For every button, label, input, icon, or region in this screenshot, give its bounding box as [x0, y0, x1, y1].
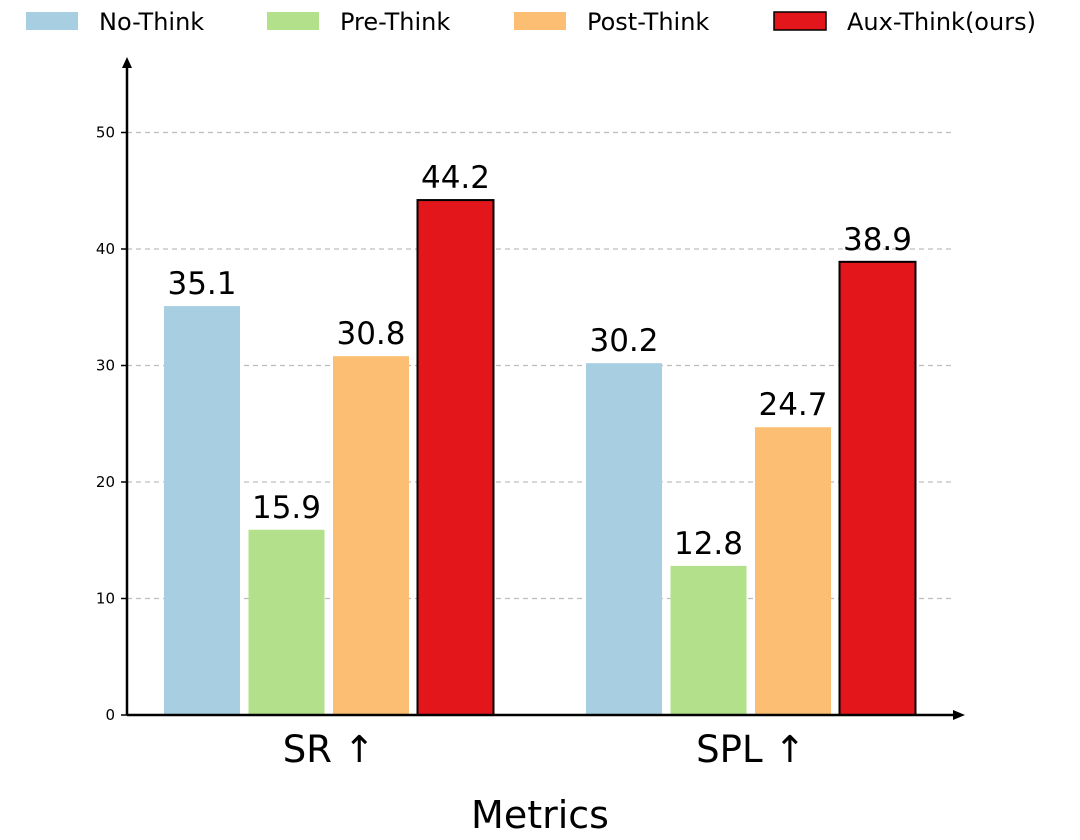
- y-tick-label-0: 0: [105, 706, 115, 724]
- bar-pre-think-1: [670, 565, 747, 715]
- x-axis-arrow: [953, 710, 965, 720]
- x-axis-title: Metrics: [471, 793, 609, 837]
- category-label-1: SPL ↑: [696, 728, 805, 771]
- bars: [164, 199, 917, 716]
- category-label-0: SR ↑: [283, 728, 375, 771]
- y-axis-arrow: [122, 57, 132, 68]
- y-tick-label-20: 20: [96, 473, 115, 491]
- data-label-1-0: 15.9: [252, 490, 321, 526]
- legend-swatch-1: [267, 12, 319, 30]
- bar-aux-think-ours-0: [416, 199, 495, 716]
- data-label-1-1: 12.8: [674, 526, 743, 562]
- data-label-3-1: 38.9: [843, 222, 912, 258]
- data-label-2-0: 30.8: [336, 316, 405, 352]
- bar-post-think-1: [755, 427, 831, 715]
- legend-label-2: Post-Think: [587, 8, 709, 36]
- bar-pre-think-0: [248, 529, 325, 715]
- legend-swatch-0: [26, 12, 78, 30]
- data-label-3-0: 44.2: [421, 160, 490, 196]
- axes: 0 10 20 30 40 50 SR ↑ SPL ↑: [96, 57, 965, 771]
- y-tick-label-30: 30: [96, 357, 115, 375]
- data-label-0-1: 30.2: [589, 323, 658, 359]
- legend-label-0: No-Think: [99, 8, 204, 36]
- bar-aux-think-ours-1: [838, 260, 917, 716]
- bar-no-think-0: [164, 306, 240, 715]
- data-labels: 35.1 30.2 15.9 12.8 30.8 24.7 44.2 38.9: [167, 160, 912, 562]
- data-label-0-0: 35.1: [167, 266, 236, 302]
- legend-label-1: Pre-Think: [340, 8, 450, 36]
- bar-post-think-0: [333, 356, 409, 715]
- bar-no-think-1: [586, 363, 662, 715]
- legend-swatch-3: [773, 11, 827, 31]
- data-label-2-1: 24.7: [758, 387, 827, 423]
- y-tick-label-40: 40: [96, 240, 115, 258]
- legend: No-Think Pre-Think Post-Think Aux-Think(our…: [26, 8, 1036, 36]
- legend-swatch-2: [514, 12, 566, 30]
- y-tick-label-50: 50: [96, 124, 115, 142]
- y-tick-label-10: 10: [96, 590, 115, 608]
- legend-label-3: Aux-Think(ours): [847, 8, 1036, 36]
